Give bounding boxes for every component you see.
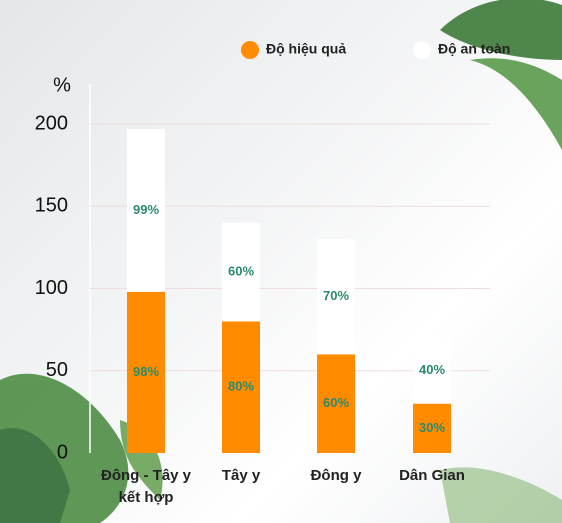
bar-segment [413, 403, 451, 453]
value-label: 70% [323, 288, 349, 303]
y-tick-label: 100 [35, 277, 68, 299]
x-tick-label: Dân Gian [399, 467, 465, 484]
y-tick-label: 200 [35, 112, 68, 134]
value-label: 60% [323, 395, 349, 410]
x-tick-label: Tây y [221, 467, 261, 484]
legend-swatch [413, 41, 431, 59]
x-tick-label: Đông - Tây y kết hợp [101, 467, 192, 506]
legend-label: Độ an toàn [438, 41, 510, 57]
value-label: 40% [419, 362, 445, 377]
bar-segment [222, 321, 260, 453]
bar-segment [317, 239, 355, 355]
bar-segment [127, 291, 165, 453]
y-tick-label: 150 [35, 195, 68, 217]
bar-segment [413, 337, 451, 404]
value-label: 98% [133, 364, 159, 379]
y-axis-label: % [53, 74, 71, 96]
legend-swatch [241, 41, 259, 59]
value-label: 30% [419, 420, 445, 435]
legend-label: Độ hiệu quả [266, 41, 346, 57]
value-label: 80% [228, 379, 254, 394]
y-tick-label: 0 [57, 441, 68, 463]
bar-segment [222, 222, 260, 322]
bar-segment [127, 128, 165, 292]
value-label: 99% [133, 202, 159, 217]
value-label: 60% [228, 263, 254, 278]
x-tick-label: Đông y [310, 467, 362, 484]
y-tick-label: 50 [46, 359, 68, 381]
bar-segment [317, 354, 355, 453]
